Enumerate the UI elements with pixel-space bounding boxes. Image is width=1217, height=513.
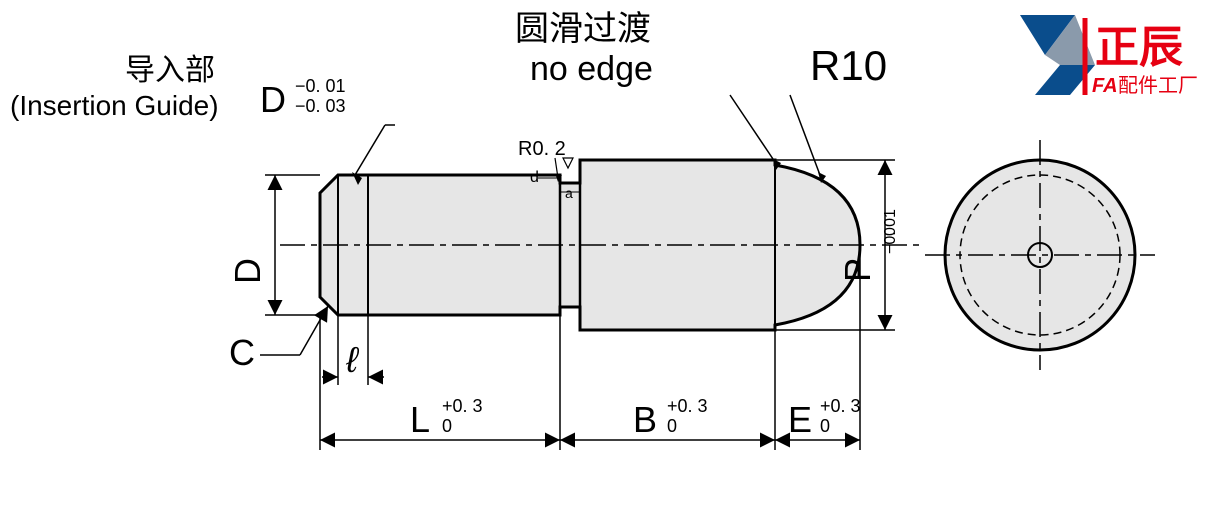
label-E-tol-upper: +0. 3 (820, 396, 861, 416)
label-P-tol-lower: −0. 01 (882, 209, 899, 254)
logo-brand-sub: 配件工厂 (1118, 74, 1198, 97)
label-E: E (788, 399, 812, 440)
label-a-small: a (565, 185, 573, 201)
label-R10: R10 (810, 42, 887, 89)
dim-C: C (229, 306, 328, 373)
label-D-tol-lower: −0. 03 (295, 96, 346, 116)
label-L: L (410, 399, 430, 440)
label-B-tol-lower: 0 (667, 416, 677, 436)
end-view (925, 140, 1155, 370)
label-C: C (229, 332, 255, 373)
label-L-tol-upper: +0. 3 (442, 396, 483, 416)
label-B-tol-upper: +0. 3 (667, 396, 708, 416)
logo-brand-cn: 正辰 (1095, 23, 1183, 72)
label-no-edge-cn: 圆滑过渡 (515, 10, 651, 48)
dim-ell: ℓ (322, 315, 384, 385)
label-ell: ℓ (345, 339, 360, 380)
dim-B: B +0. 3 0 (560, 330, 775, 450)
label-R02: R0. 2 (518, 138, 566, 160)
dim-D-vertical: D (227, 175, 320, 315)
side-view (280, 160, 920, 330)
technical-drawing: D P 0 −0. 01 C ℓ L +0. 3 0 B +0. 3 0 (0, 0, 1217, 513)
label-D-vert: D (227, 258, 268, 284)
label-L-tol-lower: 0 (442, 416, 452, 436)
label-d-small: d (530, 169, 539, 186)
label-D-tol-upper: −0. 01 (295, 76, 346, 96)
label-D-dim: D (260, 79, 286, 120)
dim-R10: R10 (790, 42, 887, 183)
label-P: P (837, 258, 878, 282)
label-no-edge-en: no edge (530, 50, 653, 88)
logo: 正辰 FA 配件工厂 (1020, 15, 1198, 97)
dim-L: L +0. 3 0 (320, 315, 560, 450)
dim-insertion-guide: 导入部 (Insertion Guide) D −0. 01 −0. 03 (10, 54, 395, 185)
logo-brand-prefix: FA (1092, 75, 1118, 97)
label-E-tol-lower: 0 (820, 416, 830, 436)
label-insertion-en: (Insertion Guide) (10, 90, 219, 121)
label-B: B (633, 399, 657, 440)
label-insertion-cn: 导入部 (125, 54, 215, 87)
